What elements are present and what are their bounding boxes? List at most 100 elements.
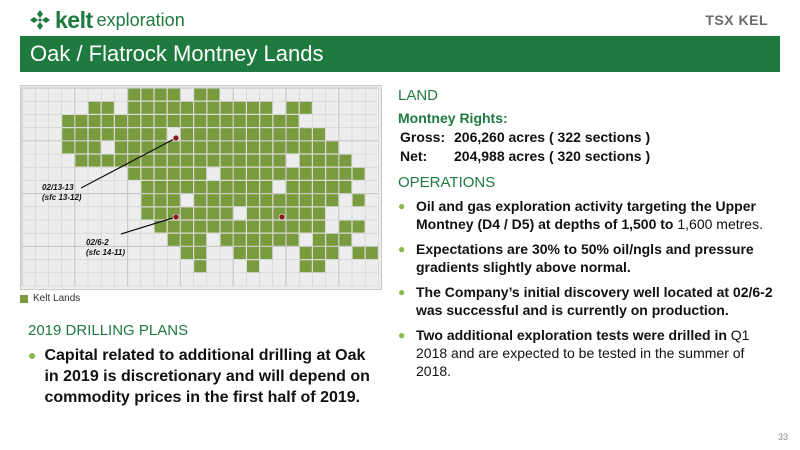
legend-swatch	[20, 294, 28, 303]
land-parcel	[299, 101, 312, 114]
land-parcel	[128, 167, 141, 180]
land-parcel	[273, 220, 286, 233]
land-parcel	[220, 233, 233, 246]
land-parcel	[75, 141, 88, 154]
land-parcel	[154, 181, 167, 193]
land-parcel	[233, 128, 246, 141]
land-parcel	[194, 194, 207, 207]
land-parcel	[299, 181, 312, 193]
land-parcel	[260, 167, 273, 180]
drilling-plans-bullet: ● Capital related to additional drilling…	[28, 345, 378, 408]
land-parcel	[339, 154, 352, 167]
land-parcel	[181, 101, 193, 114]
land-parcel	[194, 101, 207, 114]
gross-row: Gross: 206,260 acres ( 322 sections )	[400, 128, 783, 147]
land-parcel	[286, 194, 299, 207]
land-parcel	[220, 101, 233, 114]
land-map-grid	[21, 87, 379, 287]
land-parcel	[141, 128, 154, 141]
land-parcel	[339, 181, 352, 193]
kelt-leaf-logo-icon	[30, 10, 50, 30]
land-parcel	[101, 101, 114, 114]
land-parcel	[181, 167, 193, 180]
land-parcel	[233, 194, 246, 207]
land-parcel	[260, 233, 273, 246]
land-parcel	[181, 154, 193, 167]
land-parcel	[233, 101, 246, 114]
land-parcel	[326, 247, 339, 259]
land-parcel	[181, 247, 193, 259]
land-parcel	[299, 247, 312, 259]
land-parcel	[286, 141, 299, 154]
land-parcel	[194, 167, 207, 180]
montney-rights-label: Montney Rights:	[398, 110, 508, 126]
land-parcel	[167, 141, 180, 154]
land-parcel	[101, 128, 114, 141]
land-parcel	[207, 128, 220, 141]
land-parcel	[154, 141, 167, 154]
land-parcel	[260, 141, 273, 154]
land-parcel	[154, 101, 167, 114]
land-parcel	[128, 101, 141, 114]
land-parcel	[286, 207, 299, 220]
net-key: Net:	[400, 148, 428, 164]
land-parcel	[247, 220, 259, 233]
land-parcel	[247, 260, 259, 273]
land-parcel	[220, 181, 233, 193]
bullet-dot-icon: ●	[398, 242, 406, 256]
net-value: 204,988 acres ( 320 sections )	[454, 148, 651, 164]
land-parcel	[194, 154, 207, 167]
land-parcel	[273, 128, 286, 141]
land-parcel	[299, 141, 312, 154]
land-parcel	[313, 247, 325, 259]
land-parcel	[247, 194, 259, 207]
land-parcel	[88, 101, 101, 114]
land-parcel	[286, 128, 299, 141]
land-parcel	[339, 220, 352, 233]
land-parcel	[326, 181, 339, 193]
land-parcel	[115, 141, 127, 154]
land-parcel	[365, 247, 378, 259]
land-parcel	[326, 154, 339, 167]
land-parcel	[167, 101, 180, 114]
page-number: 33	[777, 432, 788, 442]
land-parcel	[247, 128, 259, 141]
land-parcel	[326, 233, 339, 246]
land-parcel	[101, 115, 114, 127]
land-parcel	[247, 154, 259, 167]
land-parcel	[194, 220, 207, 233]
land-parcel	[62, 128, 75, 141]
land-parcel	[181, 141, 193, 154]
land-map	[20, 85, 382, 290]
land-parcel	[313, 167, 325, 180]
operations-title: OPERATIONS	[398, 174, 496, 191]
right-column: LAND Montney Rights: Gross: 206,260 acre…	[398, 87, 783, 387]
ops-bullet-4-text: Two additional exploration tests were dr…	[416, 327, 750, 379]
land-parcel	[141, 194, 154, 207]
land-parcel	[220, 128, 233, 141]
net-row: Net: 204,988 acres ( 320 sections )	[400, 147, 783, 166]
land-parcel	[247, 115, 259, 127]
land-parcel	[141, 141, 154, 154]
land-parcel	[299, 194, 312, 207]
land-parcel	[326, 194, 339, 207]
land-parcel	[313, 260, 325, 273]
land-parcel	[154, 167, 167, 180]
land-parcel	[326, 141, 339, 154]
land-parcel	[141, 207, 154, 220]
land-parcel	[247, 141, 259, 154]
land-parcel	[194, 247, 207, 259]
land-parcel	[313, 207, 325, 220]
land-parcel	[220, 154, 233, 167]
land-parcel	[75, 128, 88, 141]
well-pointer-13-13	[80, 137, 177, 189]
drilling-plans-title: 2019 DRILLING PLANS	[28, 322, 189, 339]
land-parcel	[220, 207, 233, 220]
land-parcel	[313, 154, 325, 167]
land-parcel	[247, 101, 259, 114]
bullet-dot-icon: ●	[398, 285, 406, 299]
land-parcel	[247, 167, 259, 180]
land-parcel	[62, 115, 75, 127]
land-parcel	[194, 207, 207, 220]
gross-value: 206,260 acres ( 322 sections )	[454, 129, 651, 145]
